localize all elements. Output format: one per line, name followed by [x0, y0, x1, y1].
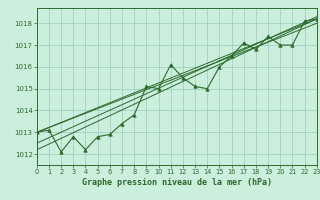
X-axis label: Graphe pression niveau de la mer (hPa): Graphe pression niveau de la mer (hPa)	[82, 178, 272, 187]
